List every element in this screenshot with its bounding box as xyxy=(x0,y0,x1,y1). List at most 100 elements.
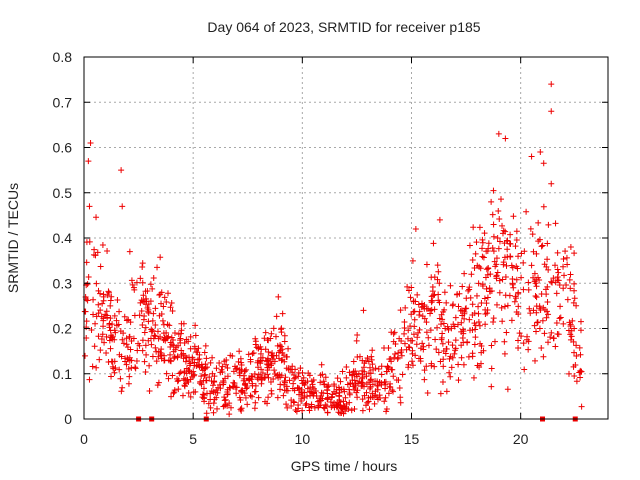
data-point xyxy=(116,308,123,315)
data-point xyxy=(409,350,416,357)
data-point xyxy=(302,402,309,409)
data-point xyxy=(557,303,564,310)
data-point xyxy=(560,320,567,327)
data-point xyxy=(202,371,209,378)
data-point xyxy=(199,367,206,374)
data-point xyxy=(126,373,133,380)
data-point xyxy=(540,160,547,167)
data-point xyxy=(385,390,392,397)
data-point xyxy=(194,356,201,363)
data-point xyxy=(177,369,184,376)
data-point xyxy=(183,336,190,343)
data-point xyxy=(443,345,450,352)
data-point xyxy=(552,343,559,350)
data-point xyxy=(159,317,166,324)
data-point xyxy=(137,275,144,282)
data-point xyxy=(174,378,181,385)
data-point xyxy=(346,391,353,398)
data-point xyxy=(452,347,459,354)
data-point xyxy=(244,401,251,408)
data-point xyxy=(206,374,213,381)
data-point xyxy=(280,392,287,399)
data-point xyxy=(515,253,522,260)
data-point xyxy=(140,292,147,299)
data-point xyxy=(353,389,360,396)
data-point xyxy=(446,369,453,376)
data-point xyxy=(483,266,490,273)
data-point xyxy=(367,377,374,384)
data-point xyxy=(195,345,202,352)
data-point xyxy=(410,331,417,338)
data-point xyxy=(146,362,153,369)
data-point xyxy=(119,203,126,210)
data-point xyxy=(399,371,406,378)
data-point xyxy=(91,343,98,350)
data-point xyxy=(512,293,519,300)
data-point xyxy=(282,379,289,386)
data-point xyxy=(494,235,501,242)
data-point xyxy=(262,374,269,381)
data-point xyxy=(556,315,563,322)
data-point xyxy=(423,261,430,268)
data-point xyxy=(107,297,114,304)
data-point xyxy=(220,377,227,384)
data-point xyxy=(314,398,321,405)
data-point xyxy=(504,237,511,244)
data-point xyxy=(202,361,209,368)
data-point xyxy=(482,306,489,313)
data-point xyxy=(89,363,96,370)
data-point xyxy=(401,340,408,347)
data-point xyxy=(530,307,537,314)
data-point xyxy=(125,365,132,372)
data-point xyxy=(552,262,559,269)
data-point xyxy=(95,310,102,317)
data-point xyxy=(278,326,285,333)
data-point xyxy=(545,311,552,318)
data-point xyxy=(396,384,403,391)
data-point xyxy=(111,358,118,365)
data-point xyxy=(94,249,101,256)
data-point xyxy=(147,335,154,342)
data-point xyxy=(177,330,184,337)
data-point xyxy=(150,275,157,281)
data-point xyxy=(265,394,272,401)
data-point xyxy=(465,287,472,294)
data-point xyxy=(210,382,217,389)
y-tick-label: 0.6 xyxy=(53,140,73,156)
data-point xyxy=(350,358,357,365)
data-point xyxy=(375,365,382,372)
data-point xyxy=(566,276,573,283)
data-point xyxy=(213,365,220,372)
data-point xyxy=(472,334,479,341)
data-point xyxy=(359,379,366,386)
data-point xyxy=(152,344,159,351)
data-point xyxy=(255,345,262,352)
data-point xyxy=(421,367,428,374)
y-tick-label: 0.1 xyxy=(53,366,73,382)
data-point xyxy=(533,303,540,310)
data-point xyxy=(570,338,577,345)
data-point xyxy=(267,379,274,386)
data-point xyxy=(388,366,395,373)
data-point xyxy=(460,361,467,368)
data-point xyxy=(382,394,389,401)
data-point xyxy=(469,301,476,308)
data-point xyxy=(387,380,394,387)
data-point xyxy=(564,296,571,303)
data-point xyxy=(428,297,435,304)
data-point xyxy=(467,294,474,301)
y-tick-label: 0.4 xyxy=(53,230,73,246)
data-point xyxy=(221,402,228,409)
data-point xyxy=(228,404,235,411)
data-point xyxy=(411,323,418,330)
data-point xyxy=(560,263,567,270)
data-point xyxy=(407,294,414,301)
data-point xyxy=(481,295,488,302)
data-point xyxy=(363,389,370,396)
data-point xyxy=(255,394,262,401)
data-point xyxy=(268,387,275,394)
data-point xyxy=(99,300,106,307)
data-point xyxy=(359,407,366,414)
data-point xyxy=(440,356,447,363)
y-tick-label: 0.7 xyxy=(53,94,73,110)
